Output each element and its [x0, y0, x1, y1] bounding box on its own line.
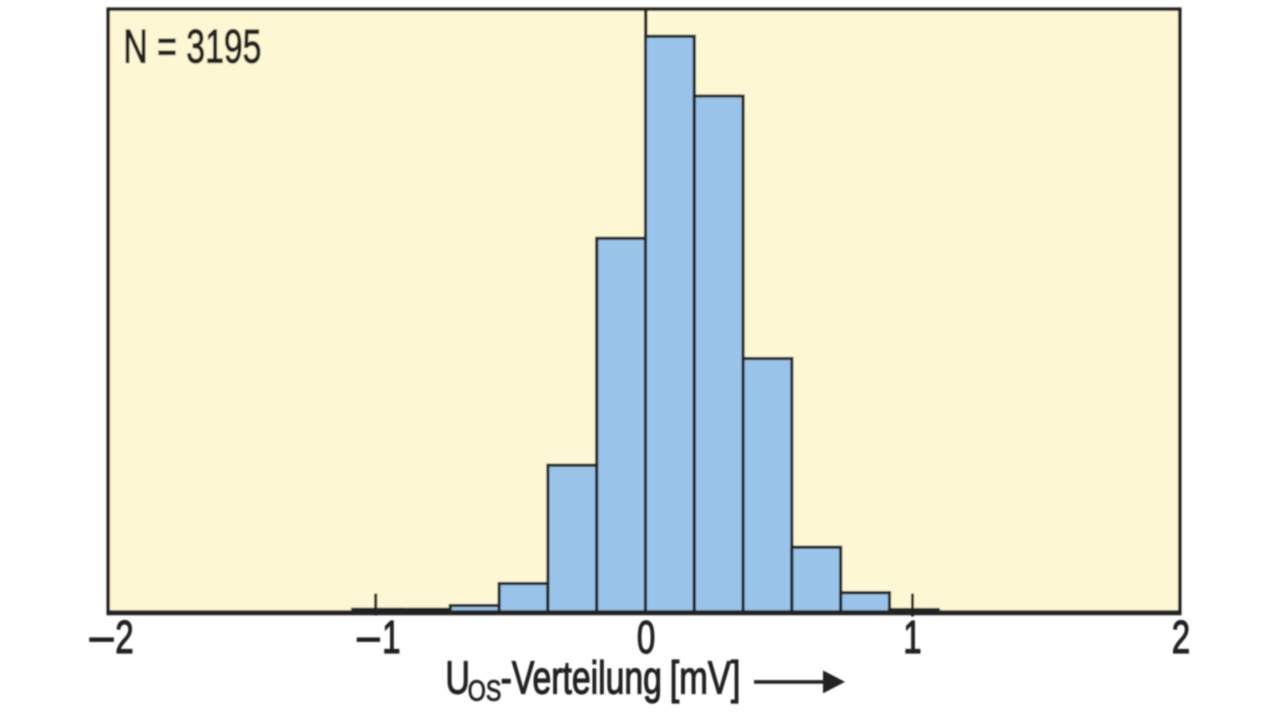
svg-text:1: 1 — [382, 613, 400, 663]
svg-text:[mV]: [mV] — [670, 652, 741, 704]
svg-text:2: 2 — [115, 613, 133, 663]
svg-text:0: 0 — [637, 613, 655, 663]
svg-text:-Verteilung: -Verteilung — [501, 652, 662, 704]
svg-text:1: 1 — [903, 613, 921, 663]
svg-text:OS: OS — [468, 674, 502, 707]
svg-text:N = 3195: N = 3195 — [123, 20, 261, 73]
svg-text:2: 2 — [1172, 613, 1190, 663]
svg-text:U: U — [445, 652, 470, 704]
